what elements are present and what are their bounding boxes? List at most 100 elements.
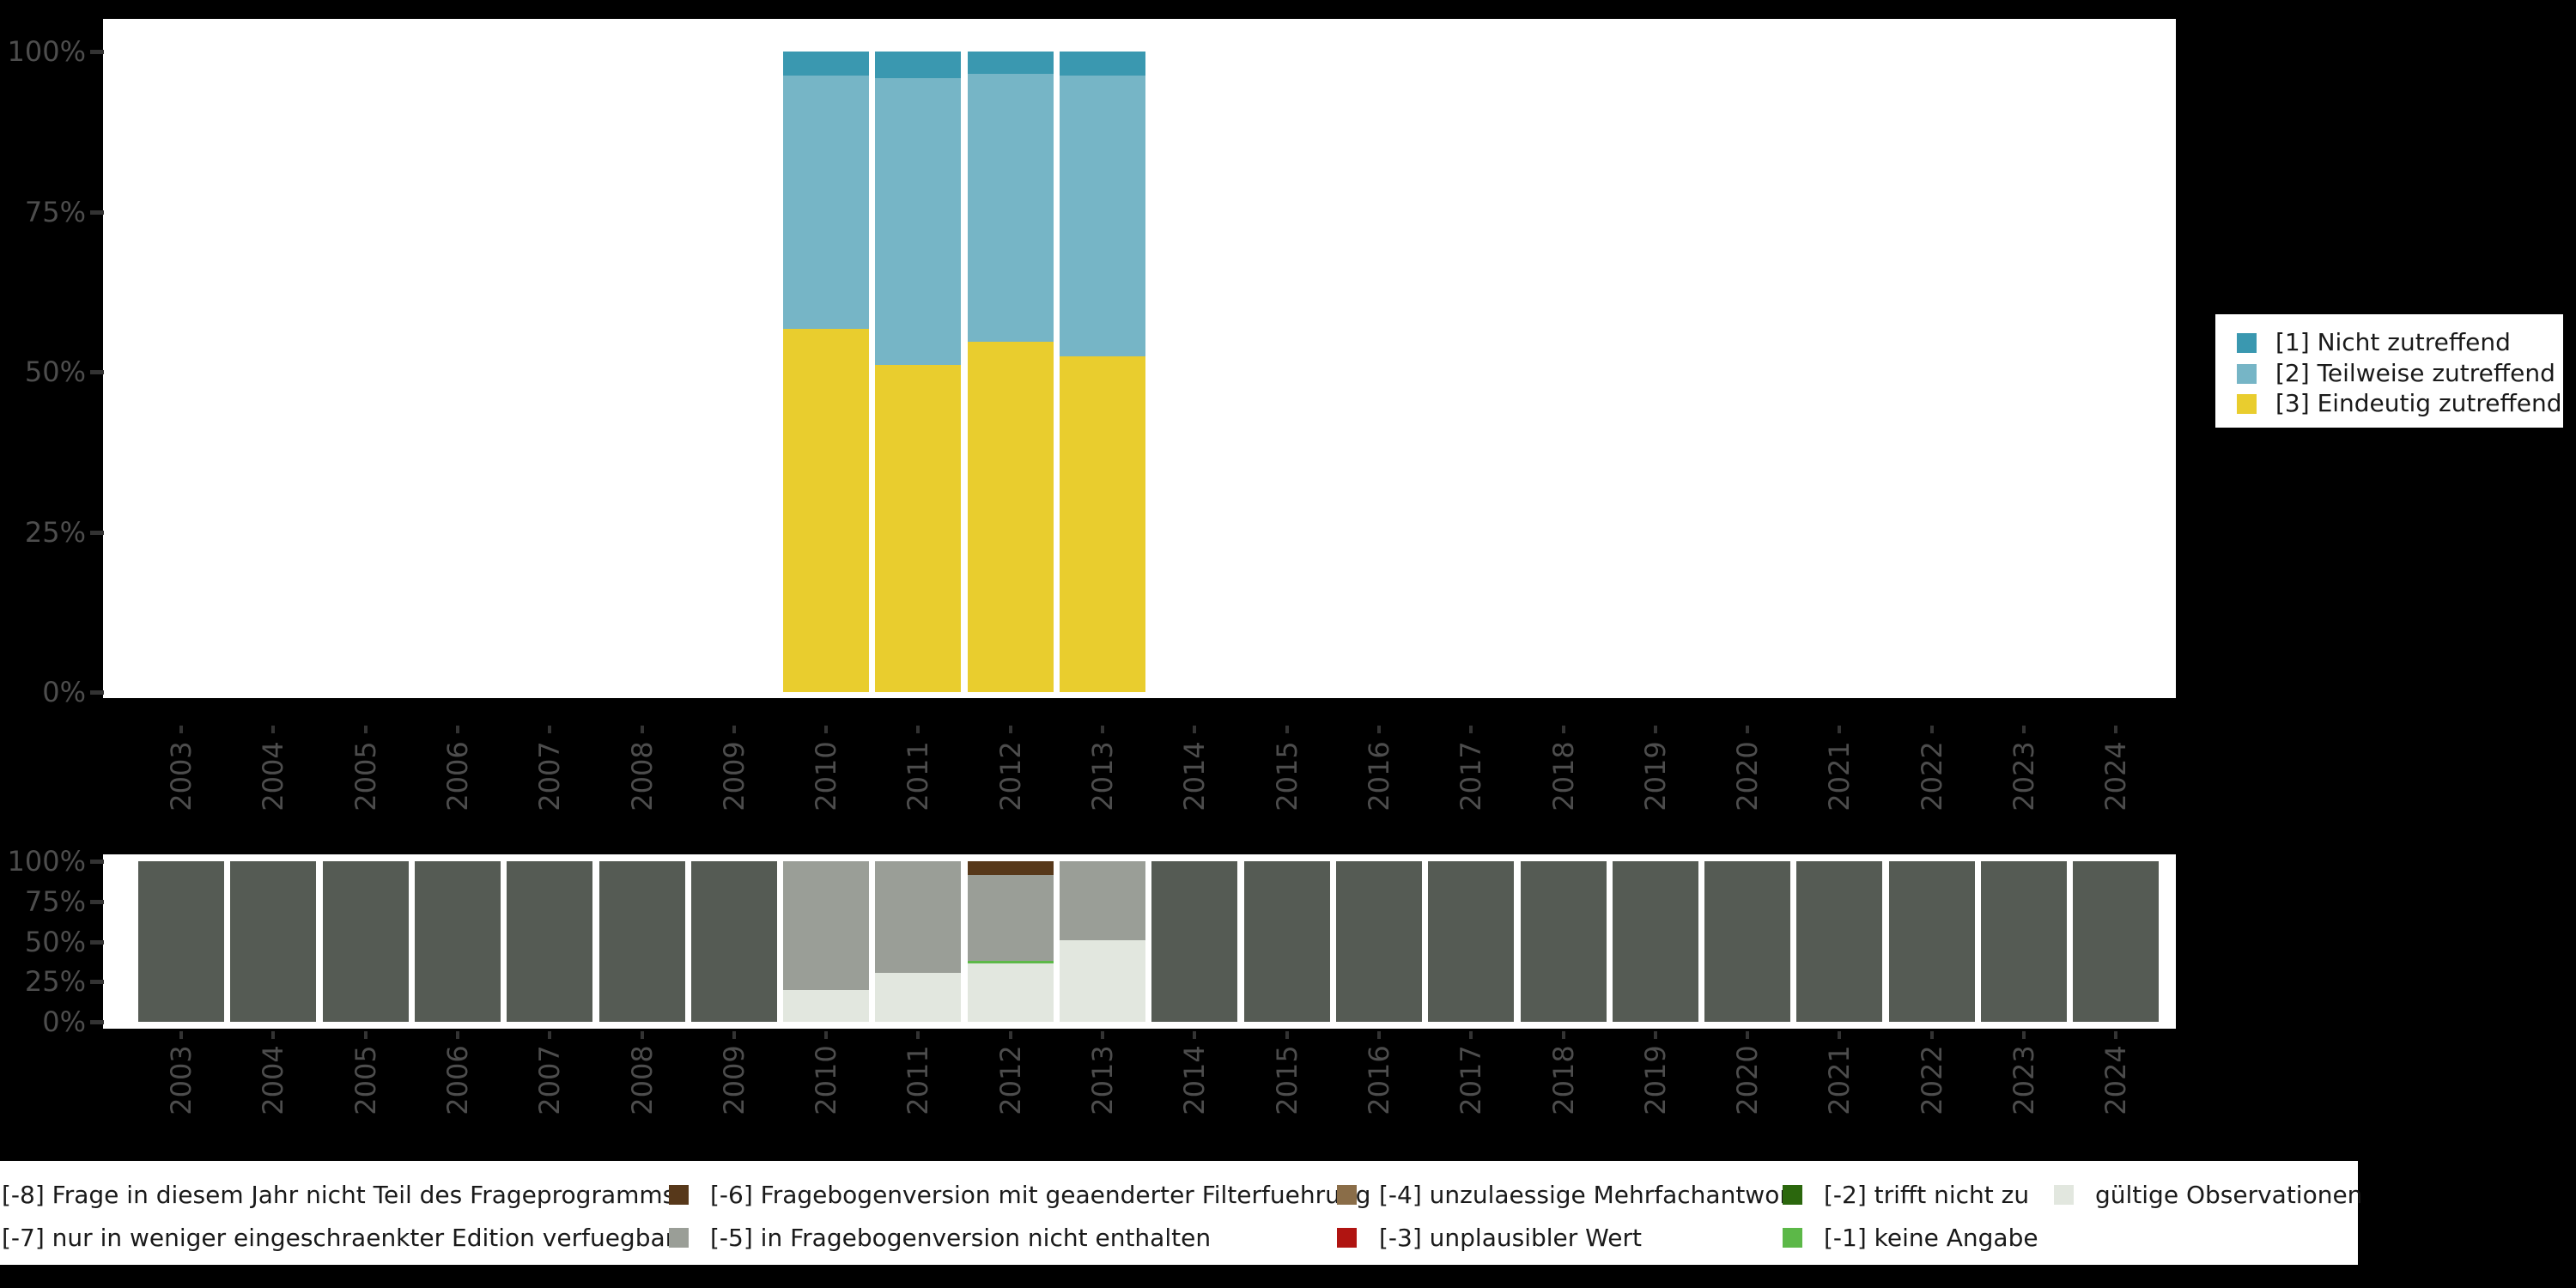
year-label: 2023 — [2008, 1045, 2040, 1115]
legend-item-label: [2] Teilweise zutreffend — [2275, 358, 2555, 387]
ytick-mark — [90, 210, 104, 215]
bar-segment — [138, 861, 224, 1022]
year-label: 2020 — [1731, 1045, 1765, 1115]
xtick-mark — [363, 726, 368, 733]
legend-item-label: [-6] Fragebogenversion mit geaenderter F… — [710, 1181, 1371, 1209]
bar-segment — [1612, 861, 1698, 1022]
ytick-label: 50% — [24, 355, 86, 388]
year-label: 2021 — [1823, 741, 1856, 811]
bar-segment — [230, 861, 317, 1022]
ytick-mark — [90, 50, 104, 54]
xtick-mark — [1653, 726, 1657, 733]
ytick-mark — [90, 530, 104, 535]
bar-segment — [967, 74, 1054, 342]
bar-segment — [967, 875, 1054, 961]
legend-key — [1337, 1228, 1357, 1248]
xtick-mark — [916, 726, 920, 733]
bar-segment — [783, 861, 870, 991]
year-label: 2013 — [1086, 741, 1119, 811]
ytick-mark — [90, 980, 104, 985]
year-label: 2019 — [1638, 741, 1672, 811]
year-label: 2008 — [625, 741, 659, 811]
year-label: 2005 — [349, 1045, 382, 1115]
bar-segment — [507, 861, 593, 1022]
bar-segment — [414, 861, 501, 1022]
legend-item-label: [-1] keine Angabe — [1824, 1224, 2038, 1252]
bar-segment — [1520, 861, 1607, 1022]
xtick-mark — [179, 1031, 183, 1039]
year-label: 2022 — [1915, 1045, 1948, 1115]
ytick-mark — [90, 860, 104, 864]
xtick-mark — [1929, 726, 1934, 733]
legend-key — [1783, 1185, 1802, 1205]
bar-segment — [1704, 861, 1791, 1022]
bar-segment — [690, 861, 777, 1022]
legend-item-label: gültige Observationen — [2095, 1181, 2363, 1209]
xtick-mark — [1193, 726, 1197, 733]
year-label: 2005 — [349, 741, 382, 811]
xtick-mark — [1285, 1031, 1289, 1039]
year-label: 2010 — [810, 741, 843, 811]
bar-segment — [1796, 861, 1883, 1022]
xtick-mark — [824, 1031, 829, 1039]
year-label: 2015 — [1270, 1045, 1303, 1115]
year-label: 2006 — [440, 1045, 474, 1115]
xtick-mark — [363, 1031, 368, 1039]
ytick-label: 75% — [24, 195, 86, 228]
year-label: 2004 — [257, 741, 290, 811]
xtick-mark — [455, 726, 459, 733]
xtick-mark — [455, 1031, 459, 1039]
xtick-mark — [1008, 726, 1012, 733]
year-label: 2023 — [2008, 741, 2040, 811]
xtick-mark — [1838, 726, 1842, 733]
ytick-label: 50% — [24, 925, 86, 958]
year-label: 2024 — [2099, 1045, 2133, 1115]
legend-item-label: [-2] trifft nicht zu — [1824, 1181, 2030, 1209]
bar-segment — [1981, 861, 2067, 1022]
xtick-mark — [1193, 1031, 1197, 1039]
ytick-label: 0% — [42, 1005, 86, 1038]
year-label: 2020 — [1731, 741, 1765, 811]
bar-segment — [1428, 861, 1515, 1022]
bar-segment — [875, 364, 962, 692]
year-label: 2016 — [1362, 1045, 1395, 1115]
legend-key — [669, 1228, 689, 1248]
xtick-mark — [1746, 1031, 1750, 1039]
year-label: 2012 — [993, 1045, 1027, 1115]
ytick-label: 75% — [24, 884, 86, 918]
xtick-mark — [2022, 726, 2026, 733]
xtick-mark — [1838, 1031, 1842, 1039]
legend-key — [669, 1185, 689, 1205]
year-label: 2007 — [533, 741, 567, 811]
xtick-mark — [548, 726, 552, 733]
xtick-mark — [1929, 1031, 1934, 1039]
year-label: 2017 — [1455, 1045, 1488, 1115]
legend-key — [2237, 333, 2257, 353]
ytick-label: 25% — [24, 515, 86, 549]
bar-segment — [967, 52, 1054, 75]
bar-segment — [1335, 861, 1422, 1022]
ytick-label: 100% — [7, 845, 86, 878]
year-label: 2011 — [902, 1045, 935, 1115]
xtick-mark — [1101, 726, 1104, 733]
ytick-label: 0% — [42, 676, 86, 708]
legend-key — [2237, 394, 2257, 414]
xtick-mark — [2114, 726, 2118, 733]
ytick-label: 100% — [7, 35, 86, 68]
bar-segment — [1060, 356, 1145, 692]
legend-top: [1] Nicht zutreffend [2] Teilweise zutref… — [2215, 314, 2563, 428]
ytick-mark — [90, 899, 104, 904]
xtick-mark — [732, 1031, 736, 1039]
legend-key — [1337, 1185, 1357, 1205]
legend-key — [2054, 1185, 2074, 1205]
year-label: 2018 — [1546, 1045, 1580, 1115]
bar-segment — [967, 341, 1054, 692]
xtick-mark — [2022, 1031, 2026, 1039]
legend-item-label: [-7] nur in weniger eingeschraenkter Edi… — [2, 1224, 676, 1252]
bar-segment — [1243, 861, 1330, 1022]
ytick-mark — [90, 690, 104, 695]
xtick-mark — [1008, 1031, 1012, 1039]
legend-item-label: [-8] Frage in diesem Jahr nicht Teil des… — [2, 1181, 676, 1209]
year-label: 2010 — [810, 1045, 843, 1115]
xtick-mark — [548, 1031, 552, 1039]
